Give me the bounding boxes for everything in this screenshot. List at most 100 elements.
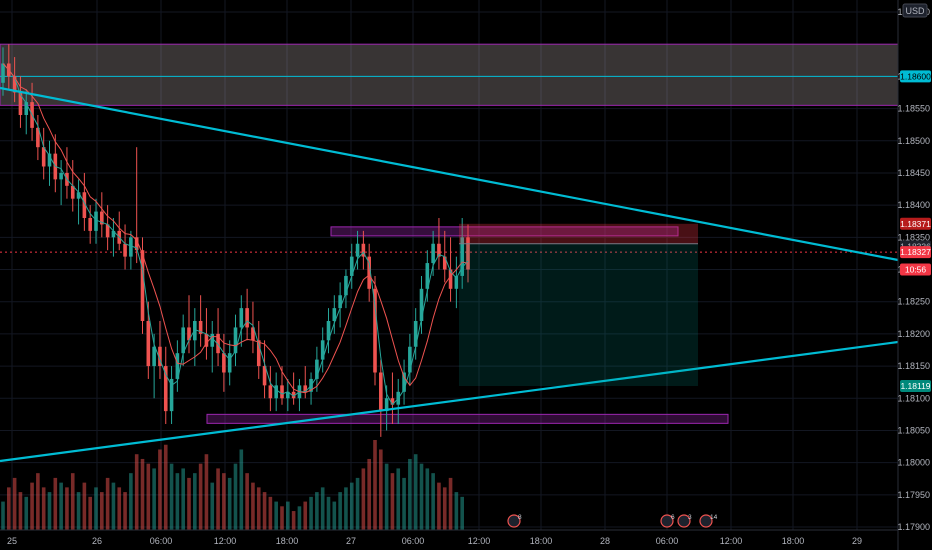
volume-bar xyxy=(187,477,191,530)
volume-bar xyxy=(210,482,215,530)
price-tick-label: 1.18350 xyxy=(897,232,930,242)
resistance-box[interactable] xyxy=(330,226,679,237)
candle-body xyxy=(349,256,354,276)
volume-bar xyxy=(233,463,238,530)
candle-body xyxy=(442,256,447,270)
candle-body xyxy=(18,92,23,115)
trend-lines[interactable] xyxy=(0,86,899,463)
candles xyxy=(1,44,470,437)
event-marker[interactable]: 14 xyxy=(699,514,718,528)
event-marker[interactable]: 3 xyxy=(677,514,692,528)
volume-bar xyxy=(338,492,342,530)
candle-body xyxy=(256,340,261,367)
candle-body xyxy=(152,346,156,367)
candle-body xyxy=(448,269,453,289)
candle-body xyxy=(303,385,308,392)
candle-body xyxy=(146,321,151,367)
volume-bar xyxy=(419,463,424,530)
volume-bar xyxy=(134,454,139,530)
volume-bar xyxy=(158,449,162,530)
price-tag-label: 1.18119 xyxy=(900,381,930,391)
volume-bar xyxy=(413,454,418,530)
time-tick-label: 06:00 xyxy=(150,536,173,546)
time-tick-label: 12:00 xyxy=(720,536,743,546)
candle-body xyxy=(70,185,75,199)
price-tick-label: 1.17900 xyxy=(897,522,930,532)
time-tick-label: 12:00 xyxy=(214,536,237,546)
candle-body xyxy=(332,308,337,321)
event-marker[interactable]: 8 xyxy=(507,514,522,528)
price-tag: 1.18119 xyxy=(900,380,931,393)
lower-trendline[interactable] xyxy=(0,340,899,463)
volume-bar xyxy=(309,496,313,530)
candle-body xyxy=(59,172,63,180)
candle-body xyxy=(24,102,29,115)
currency-label: USD xyxy=(902,3,928,18)
time-tick-label: 26 xyxy=(92,536,102,546)
volume-bar xyxy=(94,487,98,530)
candle-body xyxy=(193,321,197,341)
volume-bar xyxy=(315,492,319,530)
candle-body xyxy=(181,327,185,354)
stop-loss-area[interactable] xyxy=(459,223,698,244)
ma-slow-line xyxy=(2,63,469,394)
candle-body xyxy=(1,63,5,83)
candle-body xyxy=(169,378,174,412)
volume-bar xyxy=(7,487,11,530)
price-tick-label: 1.18100 xyxy=(897,393,930,403)
volume-bar xyxy=(82,482,87,530)
price-tick-label: 1.18500 xyxy=(897,136,930,146)
candle-body xyxy=(94,211,98,231)
price-tick-label: 1.18450 xyxy=(897,168,930,178)
candle-body xyxy=(344,275,348,296)
supply-zone-box[interactable] xyxy=(0,43,899,106)
candle-body xyxy=(390,398,395,405)
candle-body xyxy=(222,353,226,373)
volume-bar xyxy=(460,496,464,530)
price-tick-label: 1.18000 xyxy=(897,458,930,468)
volume-bar xyxy=(65,487,69,530)
candle-body xyxy=(129,237,133,257)
time-tick-label: 06:00 xyxy=(656,536,679,546)
volume-bar xyxy=(437,482,441,530)
candle-body xyxy=(198,321,203,334)
candle-body xyxy=(320,340,325,360)
ma-fast-line xyxy=(2,63,469,406)
volume-bar xyxy=(30,482,34,530)
candle-body xyxy=(140,250,145,321)
event-marker-icon xyxy=(507,514,521,528)
support-box[interactable] xyxy=(206,413,729,424)
position-tool[interactable] xyxy=(459,223,698,387)
volume-bar xyxy=(361,468,366,530)
event-markers[interactable]: 8 6 3 14 xyxy=(507,514,718,528)
volume-bar xyxy=(448,477,453,530)
volume-bar xyxy=(390,473,395,530)
time-tick-label: 12:00 xyxy=(468,536,491,546)
volume-bar xyxy=(396,468,401,530)
price-tag-label: 1.18600 xyxy=(900,71,931,81)
candle-body xyxy=(36,127,40,148)
candle-body xyxy=(291,391,296,399)
candle-body xyxy=(41,147,46,167)
take-profit-area[interactable] xyxy=(459,243,698,387)
volume-bar xyxy=(384,463,389,530)
event-marker[interactable]: 6 xyxy=(660,514,675,528)
price-tag: 1.18371 xyxy=(900,217,931,230)
volume-bar xyxy=(379,449,383,530)
candle-body xyxy=(315,359,319,379)
candle-body xyxy=(367,256,371,289)
time-axis[interactable]: 25 26 06:00 12:00 18:00 27 06:00 12:00 18:00 28 06… xyxy=(7,536,862,546)
candle-body xyxy=(425,263,430,289)
candle-body xyxy=(204,333,209,347)
moving-averages xyxy=(2,63,469,406)
candle-body xyxy=(216,333,220,354)
volume-bar xyxy=(425,468,430,530)
upper-trendline[interactable] xyxy=(0,86,899,262)
volume-bar xyxy=(70,473,75,530)
volume-bar xyxy=(227,477,232,530)
volume-bar xyxy=(222,473,226,530)
volume-bar xyxy=(123,492,127,530)
volume-bar xyxy=(146,463,151,530)
